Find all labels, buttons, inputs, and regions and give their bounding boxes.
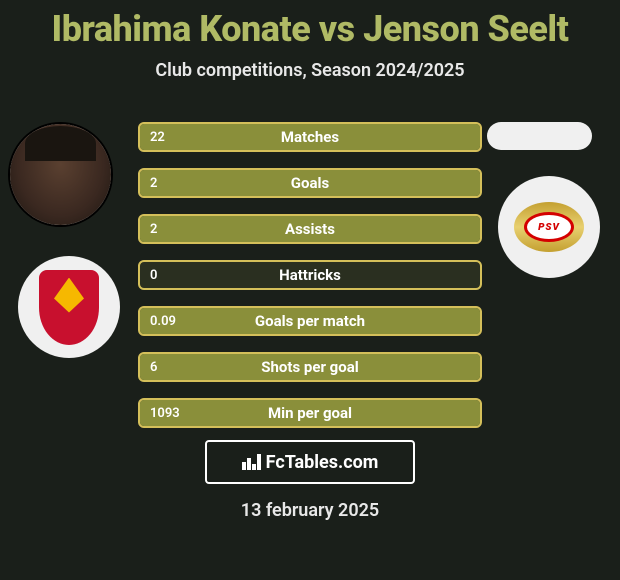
stat-label: Min per goal — [140, 400, 480, 426]
watermark-text: FcTables.com — [242, 452, 379, 473]
stat-label: Shots per goal — [140, 354, 480, 380]
date-text: 13 february 2025 — [0, 500, 620, 521]
psv-text: PSV — [524, 212, 574, 242]
club-badge-right: PSV — [498, 176, 600, 278]
stat-row-goals: 2 Goals — [138, 168, 482, 198]
stat-row-spg: 6 Shots per goal — [138, 352, 482, 382]
stat-row-hattricks: 0 Hattricks — [138, 260, 482, 290]
chart-icon — [242, 454, 262, 470]
stats-container: 22 Matches 2 Goals 2 Assists 0 Hattricks… — [138, 122, 493, 444]
player-left-photo — [8, 122, 113, 227]
player-face-placeholder — [10, 124, 111, 225]
player-right-photo — [487, 122, 592, 150]
stat-label: Assists — [140, 216, 480, 242]
stat-row-matches: 22 Matches — [138, 122, 482, 152]
page-subtitle: Club competitions, Season 2024/2025 — [0, 60, 620, 81]
stat-label: Hattricks — [140, 262, 480, 288]
watermark-label: FcTables.com — [266, 452, 379, 473]
watermark-box: FcTables.com — [205, 440, 415, 484]
stat-label: Goals per match — [140, 308, 480, 334]
liverpool-crest-icon — [39, 270, 99, 345]
stat-row-gpm: 0.09 Goals per match — [138, 306, 482, 336]
page-title: Ibrahima Konate vs Jenson Seelt — [0, 0, 620, 50]
club-badge-left — [18, 256, 120, 358]
stat-row-mpg: 1093 Min per goal — [138, 398, 482, 428]
stat-label: Goals — [140, 170, 480, 196]
stat-label: Matches — [140, 124, 480, 150]
stat-row-assists: 2 Assists — [138, 214, 482, 244]
psv-crest-icon: PSV — [514, 202, 584, 252]
